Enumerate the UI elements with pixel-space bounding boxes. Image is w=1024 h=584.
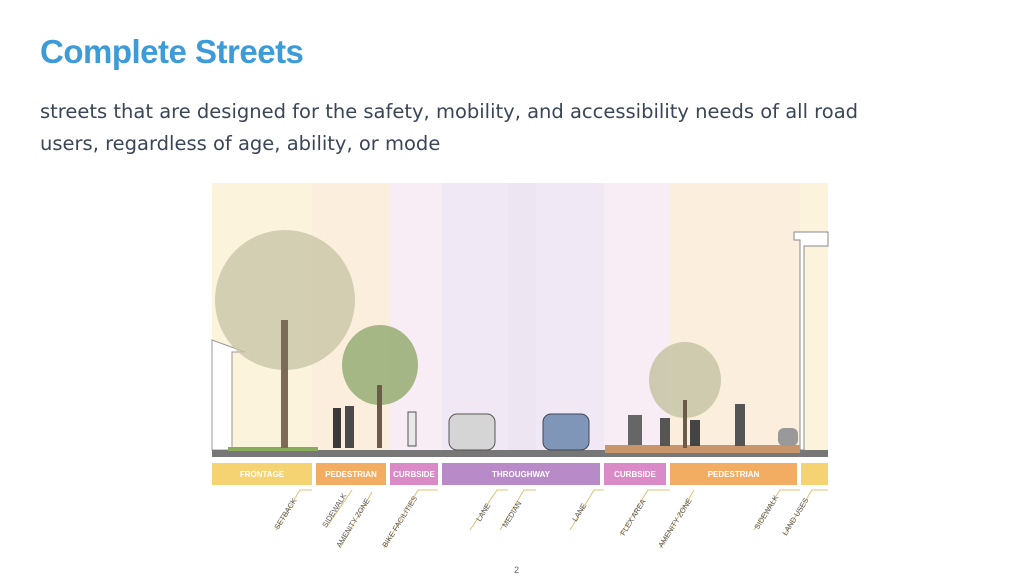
body-text: streets that are designed for the safety… — [40, 100, 859, 155]
zone-label: THROUGHWAY — [442, 463, 600, 485]
zone-label: PEDESTRIAN — [670, 463, 797, 485]
zone-label: CURBSIDE — [390, 463, 438, 485]
zone-label: CURBSIDE — [604, 463, 666, 485]
slide-title: Complete Streets — [40, 33, 304, 70]
zone-label: FRONTAGE — [212, 463, 312, 485]
page-number: 2 — [514, 565, 520, 575]
zone-label: PEDESTRIAN — [316, 463, 386, 485]
